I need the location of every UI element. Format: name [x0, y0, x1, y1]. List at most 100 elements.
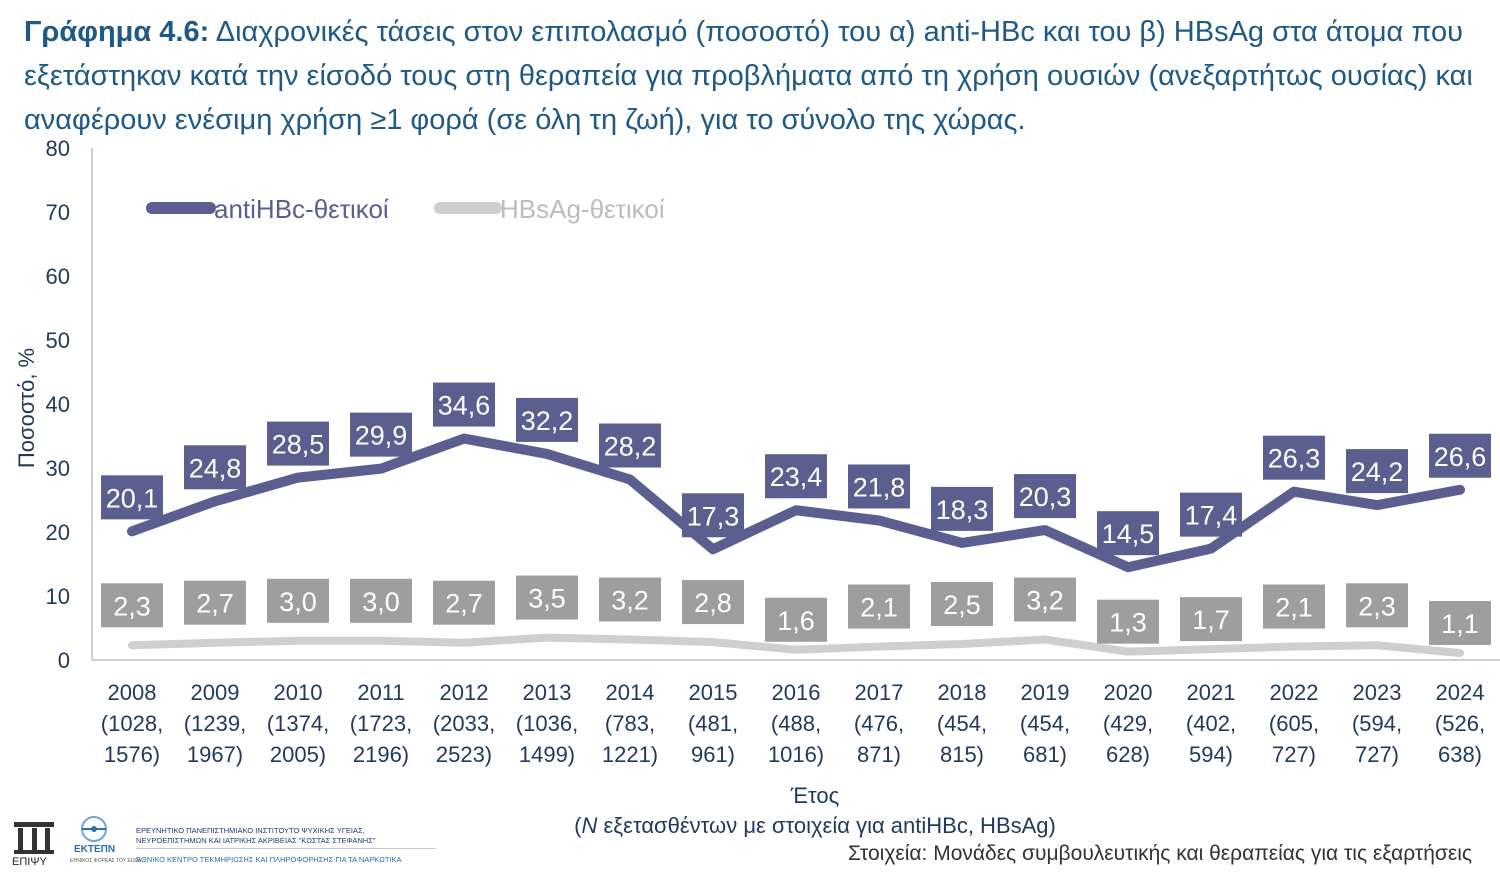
x-tick-note-line2: 638): [1438, 742, 1482, 767]
data-label-antihbc: 17,4: [1185, 501, 1238, 531]
y-tick-label: 30: [46, 456, 70, 481]
data-label-antihbc: 32,2: [521, 406, 574, 436]
x-tick-label: 2011: [357, 680, 404, 705]
data-label-box-hbsag: [848, 584, 910, 629]
data-label-hbsag: 3,2: [1026, 586, 1064, 616]
x-tick-label: 2024: [1436, 680, 1485, 705]
data-label-box-antihbc: [599, 423, 661, 468]
data-label-box-hbsag: [1429, 600, 1491, 645]
x-tick-note-line2: 1967): [187, 742, 243, 767]
x-tick-note-line1: (488,: [771, 711, 821, 736]
y-tick-label: 80: [46, 136, 70, 161]
y-tick-label: 40: [46, 392, 70, 417]
data-label-hbsag: 3,0: [279, 587, 317, 617]
x-tick-note-line2: 961): [691, 742, 735, 767]
data-label-box-antihbc: [848, 464, 910, 509]
x-tick-label: 2010: [274, 680, 323, 705]
data-label-box-hbsag: [184, 580, 246, 625]
x-tick-note-line2: 2523): [436, 742, 492, 767]
data-label-box-hbsag: [516, 575, 578, 620]
x-tick-label: 2014: [606, 680, 655, 705]
x-tick-note-line2: 2196): [353, 742, 409, 767]
data-label-box-hbsag: [433, 580, 495, 625]
data-label-box-antihbc: [931, 486, 993, 531]
data-label-antihbc: 26,3: [1268, 444, 1321, 474]
x-tick-note-line1: (2033,: [433, 711, 495, 736]
x-tick-note-line1: (402,: [1186, 711, 1236, 736]
data-label-box-hbsag: [765, 597, 827, 642]
x-tick-label: 2009: [191, 680, 240, 705]
data-label-hbsag: 1,1: [1441, 609, 1479, 639]
epipsy-logo-icon: [14, 822, 54, 854]
x-axis-label: Έτος: [790, 783, 839, 808]
data-label-box-antihbc: [267, 421, 329, 466]
y-tick-label: 20: [46, 520, 70, 545]
data-label-box-hbsag: [1180, 597, 1242, 642]
x-tick-note-line1: (1723,: [350, 711, 412, 736]
legend-label-hbsag: HBsAg-θετικοί: [500, 194, 665, 224]
data-label-hbsag: 2,7: [196, 589, 234, 619]
data-label-hbsag: 2,5: [943, 590, 981, 620]
data-label-box-hbsag: [1346, 583, 1408, 628]
x-tick-label: 2021: [1187, 680, 1236, 705]
data-label-box-antihbc: [765, 454, 827, 499]
data-label-hbsag: 2,1: [860, 593, 898, 623]
data-label-hbsag: 2,3: [1358, 591, 1396, 621]
x-tick-note-line1: (1036,: [516, 711, 578, 736]
x-tick-label: 2012: [440, 680, 489, 705]
x-tick-note-line1: (605,: [1269, 711, 1319, 736]
chart-title-text: Διαχρονικές τάσεις στον επιπολασμό (ποσο…: [24, 16, 1473, 136]
data-label-antihbc: 34,6: [438, 391, 491, 421]
data-label-box-antihbc: [1097, 511, 1159, 556]
x-tick-note-line2: 1499): [519, 742, 575, 767]
x-tick-label: 2018: [938, 680, 987, 705]
x-tick-note-line2: 1221): [602, 742, 658, 767]
data-label-hbsag: 2,3: [113, 591, 151, 621]
chart-title-label: Γράφημα 4.6:: [24, 16, 210, 48]
data-label-antihbc: 28,5: [272, 430, 325, 460]
data-label-box-antihbc: [184, 445, 246, 490]
data-label-box-antihbc: [433, 382, 495, 427]
x-tick-label: 2013: [523, 680, 572, 705]
x-tick-note-line2: 628): [1106, 742, 1150, 767]
y-tick-label: 10: [46, 584, 70, 609]
data-label-antihbc: 18,3: [936, 495, 989, 525]
data-label-box-hbsag: [1014, 577, 1076, 622]
org-name-line3: ΕΘΝΙΚΟ ΚΕΝΤΡΟ ΤΕΚΜΗΡΙΩΣΗΣ ΚΑΙ ΠΛΗΡΟΦΟΡΗΣ…: [136, 855, 402, 864]
x-tick-note-line2: 871): [857, 742, 901, 767]
data-source-note: Στοιχεία: Μονάδες συμβουλευτικής και θερ…: [848, 842, 1472, 865]
x-tick-note-line2: 594): [1189, 742, 1233, 767]
ektepn-logo-text: ΕΚΤΕΠΝ: [74, 844, 116, 855]
series-line-hbsag: [128, 633, 1464, 657]
x-tick-note-line1: (526,: [1435, 711, 1485, 736]
data-label-box-hbsag: [1263, 584, 1325, 629]
x-tick-note-line1: (594,: [1352, 711, 1402, 736]
x-tick-note-line1: (481,: [688, 711, 738, 736]
data-label-box-hbsag: [101, 583, 163, 628]
y-tick-label: 70: [46, 200, 70, 225]
footer-logos: ΕΠΙΨΥ ΕΚΤΕΠΝ ΕΘΝΙΚΟΣ ΦΟΡΕΑΣ ΤΟΥ EUDA ΕΡΕ…: [8, 812, 468, 872]
x-tick-label: 2008: [108, 680, 157, 705]
data-label-hbsag: 2,1: [1275, 593, 1313, 623]
data-label-antihbc: 24,2: [1351, 457, 1404, 487]
data-label-antihbc: 14,5: [1102, 519, 1155, 549]
x-tick-note-line2: 727): [1355, 742, 1399, 767]
x-tick-note-line2: 727): [1272, 742, 1316, 767]
x-tick-note-line2: 681): [1023, 742, 1067, 767]
data-label-antihbc: 20,1: [106, 483, 159, 513]
data-label-antihbc: 28,2: [604, 432, 657, 462]
data-label-hbsag: 1,6: [777, 606, 815, 636]
data-label-box-hbsag: [599, 577, 661, 622]
legend-label-antihbc: antiHBc-θετικοί: [214, 194, 389, 224]
data-label-box-antihbc: [1346, 449, 1408, 494]
ektepn-logo-subtext: ΕΘΝΙΚΟΣ ΦΟΡΕΑΣ ΤΟΥ EUDA: [70, 858, 142, 864]
data-label-box-antihbc: [1263, 435, 1325, 480]
x-axis-sublabel: (N εξετασθέντων με στοιχεία για antiHBc,…: [574, 813, 1056, 838]
data-label-box-hbsag: [682, 580, 744, 625]
y-tick-label: 0: [58, 648, 70, 673]
x-tick-note-line1: (454,: [1020, 711, 1070, 736]
data-label-hbsag: 2,7: [445, 589, 483, 619]
ektepn-logo-icon: [81, 816, 107, 842]
data-label-antihbc: 17,3: [687, 501, 740, 531]
